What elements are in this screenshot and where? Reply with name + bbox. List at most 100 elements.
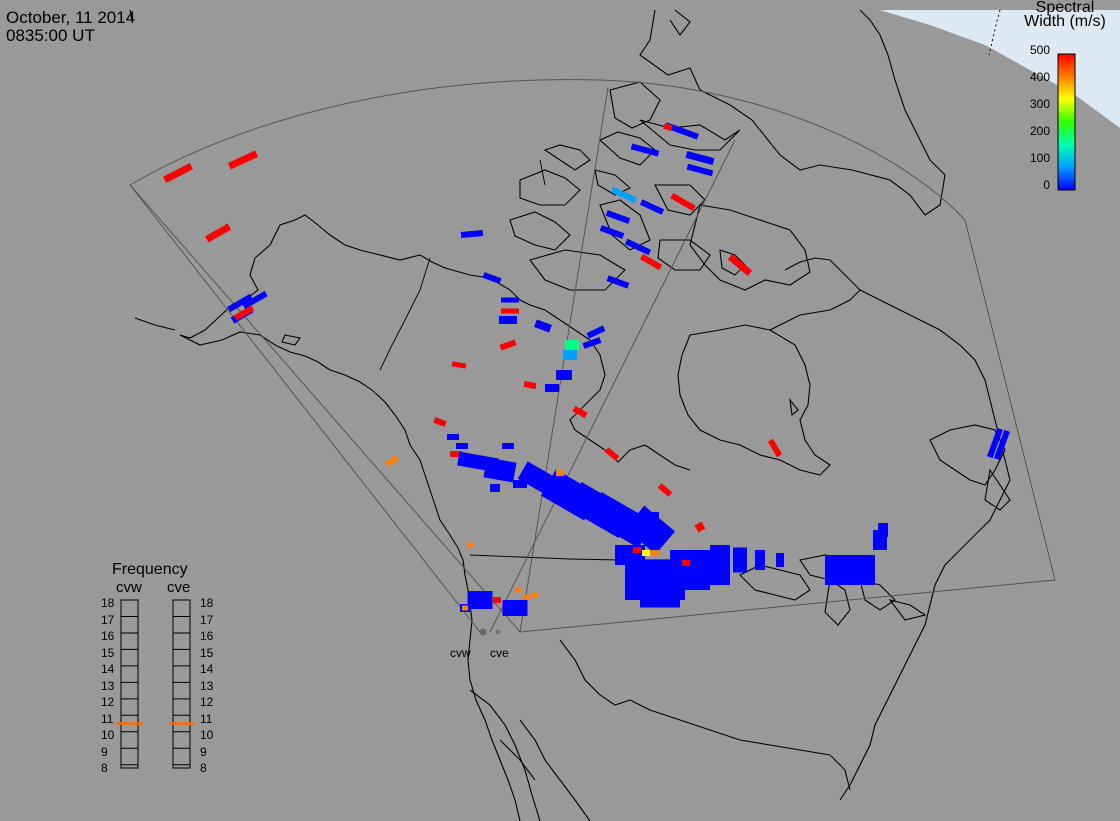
data-cell	[670, 192, 696, 212]
data-cell	[825, 555, 875, 585]
scatter-cells	[163, 122, 1010, 616]
frequency-tick-label: 17	[101, 612, 115, 627]
frequency-tick-label: 14	[101, 662, 115, 676]
frequency-tick-label: 12	[101, 695, 115, 709]
data-cell	[501, 297, 519, 303]
data-cell	[499, 339, 517, 351]
data-cell	[610, 186, 638, 204]
data-cell	[563, 350, 577, 360]
data-cell	[385, 455, 399, 467]
borders	[379, 159, 700, 561]
frequency-tick-label: 11	[200, 711, 213, 726]
data-cell	[727, 253, 753, 277]
data-cell	[599, 225, 625, 239]
frequency-col-cve: cve	[167, 579, 191, 596]
data-cell	[733, 547, 747, 573]
colorbar-tick-label: 0	[1043, 178, 1050, 192]
data-cell	[572, 405, 588, 419]
data-cell	[556, 370, 572, 380]
data-cell	[523, 594, 531, 600]
coastlines	[129, 9, 1011, 821]
data-cell	[467, 591, 493, 609]
radar-site-cve	[495, 629, 501, 635]
frequency-tick-label: 16	[101, 629, 115, 643]
radar-label-cvw: cvw	[450, 646, 471, 660]
data-cell	[502, 600, 528, 616]
frequency-tick-label: 16	[200, 629, 214, 643]
colorbar-tick-label: 400	[1029, 70, 1050, 84]
frequency-tick-label: 18	[200, 596, 214, 610]
data-cell	[501, 308, 519, 314]
data-cell	[450, 451, 462, 457]
colorbar-title-line2: Width (m/s)	[1024, 13, 1106, 30]
colorbar-tick-label: 100	[1029, 151, 1050, 165]
colorbar-title-line1: Spectral	[1035, 0, 1095, 16]
data-cell	[467, 542, 473, 548]
data-cell	[664, 122, 700, 140]
data-cell	[502, 443, 514, 449]
data-cell	[630, 143, 660, 157]
data-cell	[682, 560, 690, 566]
data-cell	[462, 605, 468, 611]
data-cell	[604, 447, 620, 461]
data-cell	[460, 230, 484, 238]
frequency-tick-label: 10	[101, 728, 115, 742]
data-cell	[606, 275, 630, 289]
data-cell	[685, 150, 715, 166]
data-cell	[534, 319, 552, 333]
sea-ice-region	[880, 10, 1120, 128]
colorbar-gradient	[1057, 53, 1076, 191]
data-cell	[586, 325, 606, 339]
data-cell	[582, 337, 602, 349]
data-cell	[755, 550, 765, 570]
frequency-tick-label: 9	[101, 744, 108, 759]
data-cell	[639, 253, 663, 271]
frequency-tick-label: 14	[200, 662, 214, 676]
data-cell	[694, 521, 706, 533]
frequency-tick-label: 12	[200, 695, 214, 709]
data-cell	[532, 592, 538, 598]
data-cell	[686, 163, 714, 177]
data-cell	[994, 429, 1010, 461]
date-label: October, 11 2014	[6, 8, 136, 27]
data-cell	[456, 443, 468, 449]
frequency-tick-label: 8	[200, 761, 207, 775]
frequency-boxes	[117, 599, 194, 769]
data-cell	[642, 550, 650, 556]
data-cell	[483, 457, 517, 483]
data-cell	[227, 150, 259, 170]
data-cell	[493, 597, 501, 603]
time-label: 0835:00 UT	[6, 26, 95, 45]
data-cell	[204, 223, 232, 243]
data-cell	[523, 381, 537, 389]
frequency-tick-label: 17	[200, 612, 214, 627]
data-cell	[233, 305, 255, 321]
data-cell	[482, 272, 502, 284]
data-cell	[605, 210, 631, 224]
data-cell	[651, 550, 659, 556]
frequency-tick-label: 11	[101, 711, 114, 726]
colorbar-tick-label: 500	[1029, 43, 1050, 57]
data-cell	[447, 434, 459, 440]
data-cell	[767, 438, 783, 458]
frequency-col-cvw: cvw	[116, 579, 142, 596]
data-cell	[451, 361, 467, 369]
data-cell	[163, 163, 193, 183]
data-cell	[663, 122, 673, 132]
frequency-tick-label: 9	[200, 744, 207, 759]
data-cell	[433, 417, 447, 427]
data-cell	[640, 582, 680, 608]
radar-site-cvw	[479, 628, 487, 636]
data-cell	[556, 470, 564, 476]
data-cell	[639, 199, 665, 215]
data-cell	[878, 523, 888, 537]
frequency-tick-label: 15	[200, 645, 214, 660]
frequency-tick-label: 15	[101, 645, 115, 660]
data-cell	[710, 545, 730, 585]
frequency-tick-label: 18	[101, 596, 115, 610]
data-cell	[657, 483, 673, 497]
data-cell	[490, 484, 500, 492]
frequency-tick-label: 8	[101, 761, 108, 775]
